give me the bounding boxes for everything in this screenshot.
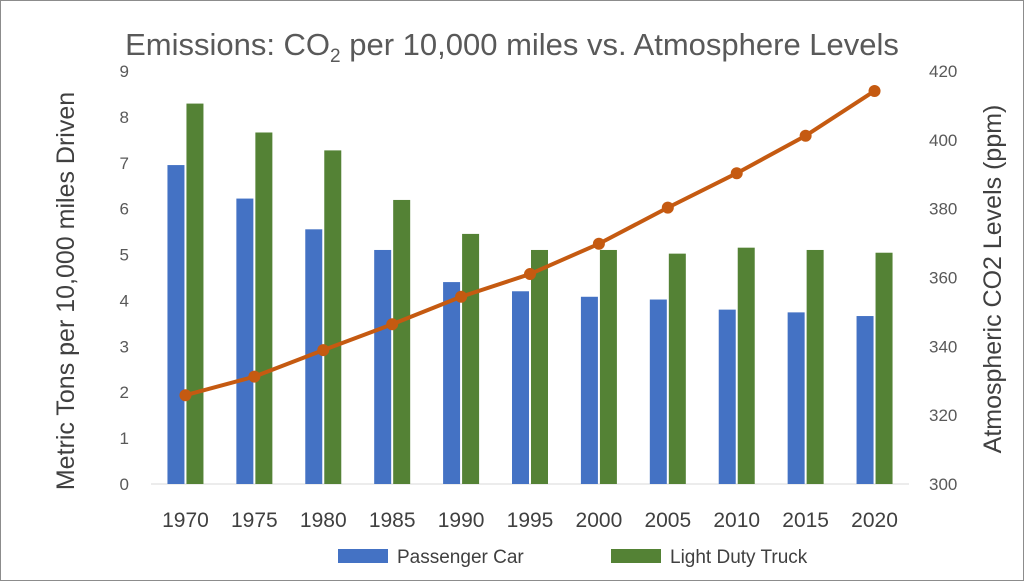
x-tick-label: 1985	[369, 509, 416, 532]
bar-light-duty-truck	[462, 233, 480, 484]
co2-point	[799, 129, 812, 142]
legend-label-passenger-car: Passenger Car	[397, 547, 524, 568]
y2-tick-label: 420	[929, 62, 957, 81]
y-tick-label: 1	[120, 429, 129, 448]
bar-light-duty-truck	[668, 253, 686, 484]
chart-title-main: Emissions: CO	[125, 27, 330, 62]
y-tick-label: 7	[120, 154, 129, 173]
x-tick-label: 1990	[438, 509, 485, 532]
bar-passenger-car	[374, 249, 392, 484]
co2-point	[179, 389, 192, 402]
x-tick-label: 2000	[576, 509, 623, 532]
y2-axis-label: Atmospheric CO2 Levels (ppm)	[979, 105, 1007, 454]
co2-line	[184, 89, 876, 398]
y-tick-label: 4	[120, 291, 129, 310]
bar-light-duty-truck	[806, 249, 824, 484]
x-tick-label: 1975	[231, 509, 278, 532]
y2-tick-label: 380	[929, 200, 957, 219]
legend-label-light-duty-truck: Light Duty Truck	[670, 547, 808, 568]
y-tick-label: 0	[120, 475, 129, 494]
bar-light-duty-truck	[393, 199, 411, 484]
bar-light-duty-truck	[599, 249, 617, 484]
bars-group	[167, 103, 893, 485]
y-tick-label: 9	[120, 62, 129, 81]
y-axis-label: Metric Tons per 10,000 miles Driven	[52, 92, 80, 490]
y2-tick-label: 340	[929, 337, 957, 356]
co2-point	[592, 237, 605, 250]
legend-swatch-light-duty-truck	[611, 549, 661, 563]
x-axis-ticks: 1970 1975 1980 1985 1990 1995 2000 2005 2010 2015…	[162, 509, 898, 532]
x-tick-label: 1980	[300, 509, 347, 532]
bar-passenger-car	[305, 229, 323, 484]
bar-passenger-car	[512, 291, 529, 484]
x-tick-label: 2015	[782, 509, 829, 532]
y2-axis-ticks: 300 320 340 360 380 400 420	[929, 62, 957, 494]
x-tick-label: 1995	[507, 509, 554, 532]
chart-title-subscript: 2	[330, 46, 341, 67]
chart-title-rest: per 10,000 miles vs. Atmosphere Levels	[341, 27, 899, 62]
bar-passenger-car	[787, 312, 805, 484]
bar-light-duty-truck	[324, 150, 342, 485]
bar-passenger-car	[236, 198, 254, 484]
legend-swatch-passenger-car	[338, 549, 388, 563]
bar-passenger-car	[856, 316, 874, 484]
x-tick-label: 2010	[713, 509, 760, 532]
co2-point	[868, 84, 881, 97]
bar-passenger-car	[580, 296, 598, 484]
y-tick-label: 2	[120, 383, 129, 402]
line-series-group	[179, 84, 881, 402]
x-tick-label: 2005	[644, 509, 691, 532]
y2-tick-label: 300	[929, 475, 957, 494]
bar-passenger-car	[167, 165, 185, 485]
y-tick-label: 5	[120, 246, 129, 265]
bar-passenger-car	[443, 282, 461, 484]
bar-light-duty-truck	[531, 249, 548, 484]
legend: Passenger Car Light Duty Truck	[338, 547, 808, 568]
y-tick-label: 6	[120, 200, 129, 219]
y2-tick-label: 360	[929, 269, 957, 288]
co2-point	[730, 167, 743, 180]
y-tick-label: 3	[120, 337, 129, 356]
co2-point	[524, 268, 536, 281]
y-tick-label: 8	[120, 108, 129, 127]
bar-light-duty-truck	[737, 247, 755, 484]
bar-light-duty-truck	[186, 103, 204, 484]
y-axis-ticks: 0 1 2 3 4 5 6 7 8 9	[120, 62, 129, 494]
co2-point	[248, 370, 261, 383]
co2-point	[661, 201, 674, 214]
bar-light-duty-truck	[255, 132, 273, 485]
co2-point	[317, 344, 330, 357]
bar-passenger-car	[649, 299, 667, 484]
chart-title: Emissions: CO2 per 10,000 miles vs. Atmo…	[125, 27, 899, 67]
x-tick-label: 1970	[162, 509, 209, 532]
x-tick-label: 2020	[851, 509, 898, 532]
bar-light-duty-truck	[875, 252, 893, 484]
y2-tick-label: 320	[929, 406, 957, 425]
bar-passenger-car	[718, 309, 736, 484]
co2-point	[455, 290, 468, 303]
y2-tick-label: 400	[929, 131, 957, 150]
co2-point	[386, 318, 399, 331]
